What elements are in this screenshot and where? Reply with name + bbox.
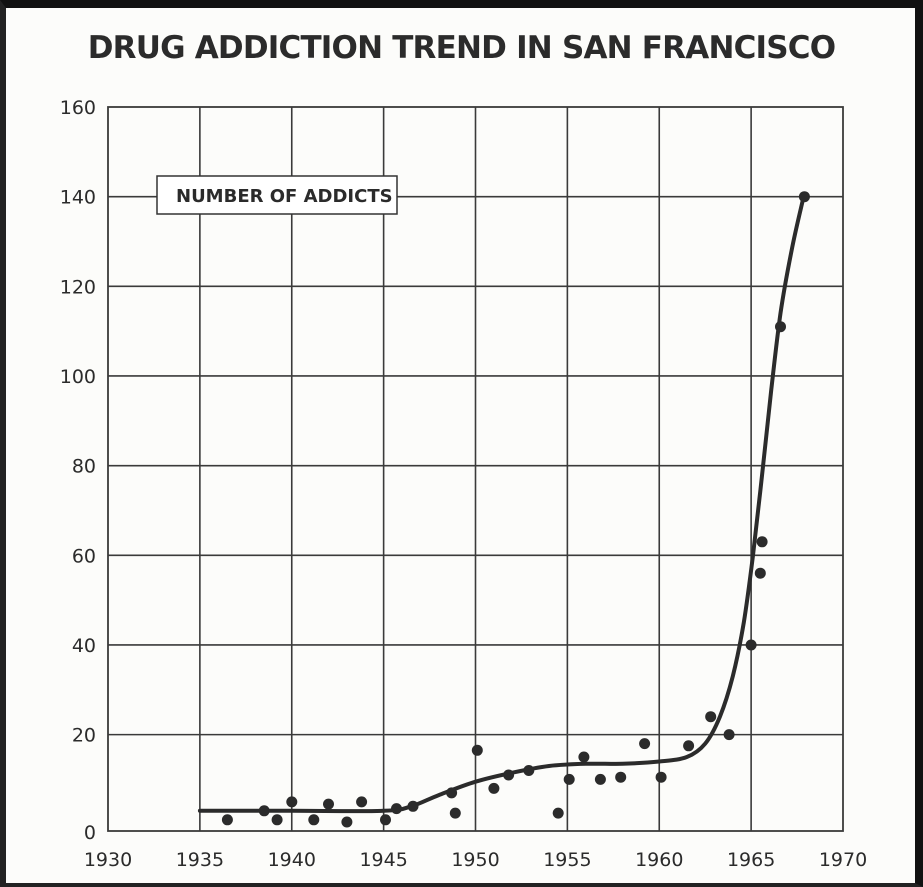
y-tick-label: 160 — [60, 97, 96, 119]
x-tick-label: 1930 — [84, 849, 132, 871]
y-tick-label: 0 — [84, 822, 96, 844]
y-tick-label: 100 — [60, 366, 96, 388]
data-point — [271, 814, 283, 826]
legend-frame — [156, 175, 398, 215]
data-point — [615, 771, 627, 783]
data-point — [655, 771, 667, 783]
data-point — [775, 321, 786, 333]
data-point — [798, 191, 810, 203]
x-tick-label: 1940 — [268, 849, 316, 871]
x-tick-label: 1960 — [635, 849, 683, 871]
x-tick-label: 1945 — [359, 849, 407, 871]
y-tick-label: 40 — [72, 635, 96, 657]
data-point — [578, 751, 590, 763]
data-point — [552, 807, 564, 819]
chart-title: DRUG ADDICTION TREND IN SAN FRANCISCO — [87, 30, 836, 66]
x-tick-label: 1950 — [451, 849, 499, 871]
x-tick-label: 1955 — [543, 849, 591, 871]
data-point — [503, 769, 515, 781]
data-point — [705, 711, 717, 723]
data-point — [563, 773, 575, 785]
axis-tick-labels: 1930 1935 1940 1945 1950 1955 1960 1965 1970 0 20 4… — [60, 97, 867, 871]
data-point — [745, 639, 757, 651]
grid-lines — [107, 106, 844, 832]
legend-label: NUMBER OF ADDICTS — [176, 186, 393, 207]
data-point — [308, 814, 320, 826]
y-tick-label: 20 — [72, 725, 96, 747]
data-point — [523, 765, 535, 776]
data-point — [754, 567, 766, 579]
data-point — [723, 729, 735, 741]
data-point — [391, 803, 402, 815]
data-point — [221, 814, 233, 826]
data-point — [380, 814, 391, 826]
data-point — [286, 796, 298, 808]
data-point — [446, 787, 458, 799]
plot-frame — [107, 106, 844, 832]
x-tick-label: 1965 — [727, 849, 775, 871]
data-point — [341, 816, 353, 828]
data-point — [756, 536, 768, 548]
data-point — [356, 796, 368, 808]
x-tick-label: 1970 — [819, 849, 867, 871]
data-point — [639, 738, 651, 750]
data-point — [407, 800, 419, 812]
data-point — [488, 782, 500, 794]
y-tick-label: 60 — [72, 545, 96, 567]
data-point — [449, 807, 461, 819]
legend: NUMBER OF ADDICTS — [156, 175, 398, 215]
data-point — [594, 773, 606, 785]
data-point — [258, 805, 270, 817]
data-point — [323, 798, 334, 810]
data-point — [683, 740, 695, 752]
data-point — [471, 744, 483, 756]
y-tick-label: 120 — [60, 276, 96, 298]
data-points — [221, 191, 810, 828]
y-tick-label: 80 — [72, 456, 96, 478]
y-tick-label: 140 — [60, 187, 96, 209]
x-tick-label: 1935 — [176, 849, 224, 871]
